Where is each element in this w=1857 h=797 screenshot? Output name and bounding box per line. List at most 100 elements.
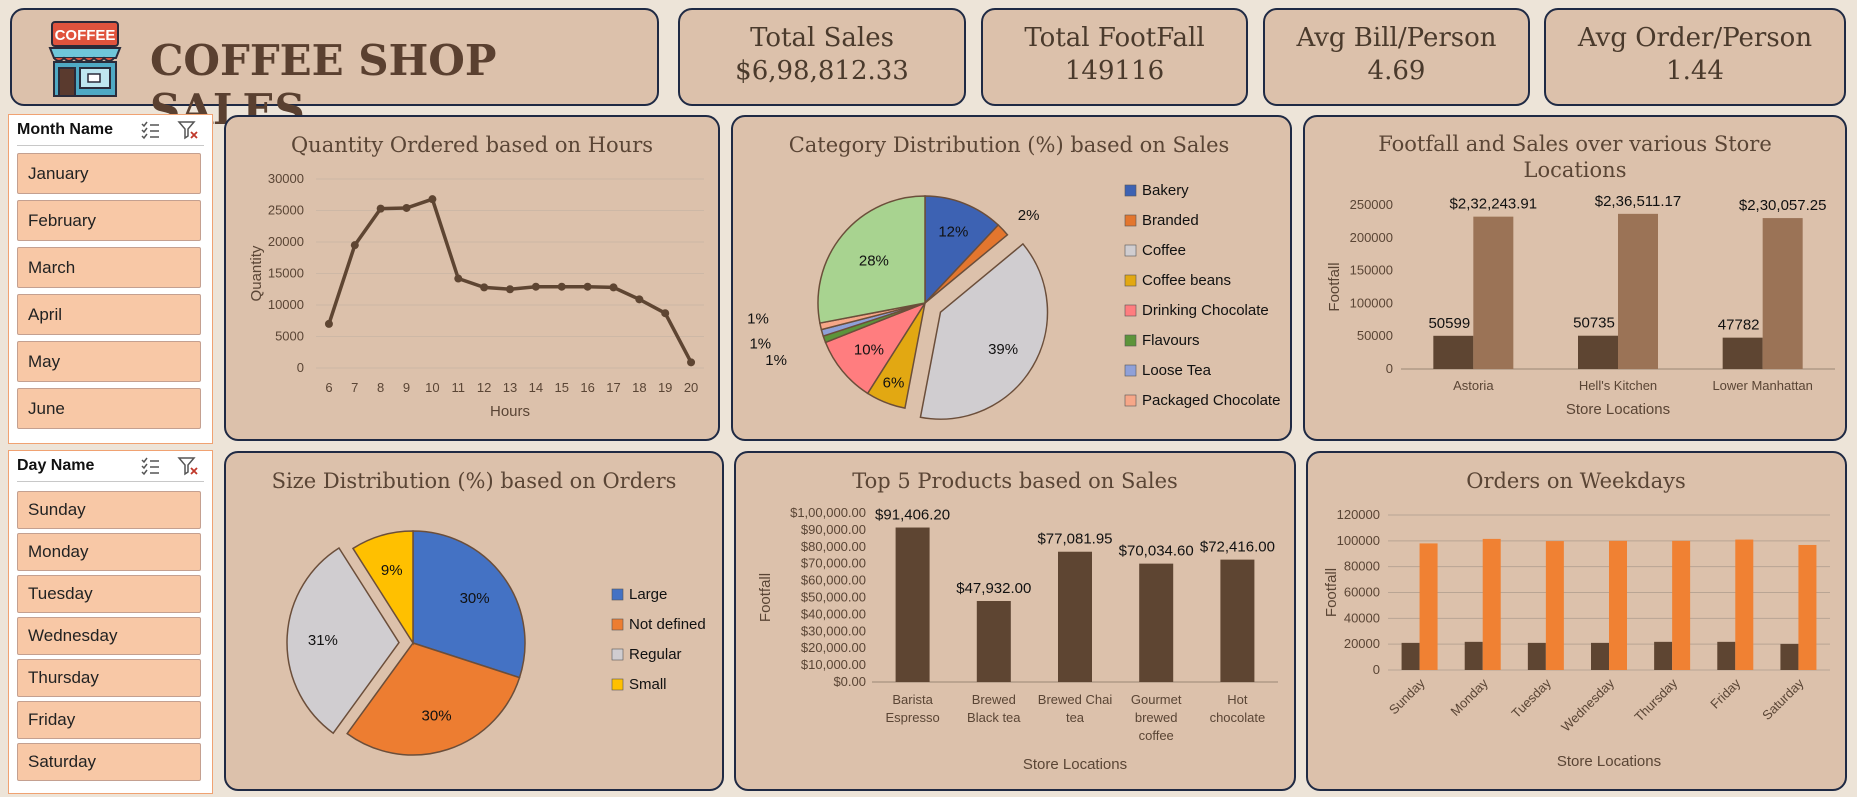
y-tick-label: 80000 — [1344, 559, 1380, 574]
bar — [1058, 551, 1092, 682]
slicer-item-thursday[interactable]: Thursday — [17, 659, 201, 697]
hours-line-chart: Quantity Ordered based on Hours 0 5000 1000… — [248, 133, 704, 420]
chart-title: Top 5 Products based on Sales — [852, 469, 1178, 493]
slicer-item-sunday[interactable]: Sunday — [17, 491, 201, 529]
slicer-item-march[interactable]: March — [17, 247, 201, 288]
slice-label: 1% — [747, 311, 769, 328]
clear-filter-icon[interactable] — [177, 119, 199, 141]
pie-slice — [924, 223, 1009, 304]
y-axis-label: Footfall — [1326, 262, 1343, 311]
y-tick-label: $70,000.00 — [801, 556, 866, 571]
kpi-value: 4.69 — [1367, 56, 1426, 86]
x-tick-label: 20 — [684, 380, 698, 395]
dashboard-title: COFFEE SHOP SALES — [150, 36, 497, 134]
x-tick-label: tea — [1066, 710, 1085, 725]
slicer-item-may[interactable]: May — [17, 341, 201, 382]
bar — [1545, 541, 1564, 670]
slicer-item-tuesday[interactable]: Tuesday — [17, 575, 201, 613]
x-tick-label: Hot — [1227, 692, 1248, 707]
x-tick-label: 14 — [529, 380, 543, 395]
kpi-value: 1.44 — [1666, 56, 1724, 86]
y-tick-label: 40000 — [1344, 610, 1380, 625]
data-label: 47782 — [1718, 317, 1760, 334]
x-tick-label: 8 — [377, 380, 384, 395]
slice-label: 30% — [460, 590, 490, 607]
multi-select-icon[interactable] — [139, 119, 161, 141]
x-tick-label: 11 — [452, 380, 466, 395]
y-tick-label: 100000 — [1337, 533, 1380, 548]
kpi-title: Total Sales — [750, 23, 894, 53]
y-tick-label: $50,000.00 — [801, 590, 866, 605]
kpi-avg-order: Avg Order/Person 1.44 — [1544, 8, 1846, 106]
chart-title: Orders on Weekdays — [1466, 469, 1686, 493]
slicer-item-february[interactable]: February — [17, 200, 201, 241]
slicer-item-saturday[interactable]: Saturday — [17, 743, 201, 781]
multi-select-icon[interactable] — [139, 455, 161, 477]
day-slicer: Day Name Sunday Monday Tuesday Wednesday… — [8, 450, 213, 794]
slicer-divider — [17, 481, 204, 482]
kpi-title: Avg Bill/Person — [1296, 23, 1497, 53]
slicer-item-june[interactable]: June — [17, 388, 201, 429]
pie-slice — [346, 642, 521, 756]
legend-label: Flavours — [1142, 332, 1200, 349]
y-tick-label: $0.00 — [833, 674, 866, 689]
y-tick-label: 120000 — [1337, 507, 1380, 522]
x-tick-label: 16 — [580, 380, 594, 395]
slicer-item-monday[interactable]: Monday — [17, 533, 201, 571]
chart-title: Category Distribution (%) based on Sales — [789, 133, 1230, 157]
legend-swatch — [1124, 394, 1137, 407]
coffee-shop-logo-icon: COFFEE — [48, 21, 122, 97]
clear-filter-icon[interactable] — [177, 455, 199, 477]
x-axis-label: Hours — [490, 403, 530, 420]
y-tick-label: 0 — [297, 360, 304, 375]
y-tick-label: 200000 — [1350, 230, 1393, 245]
pie-slice — [817, 195, 926, 324]
chart-card-category: Category Distribution (%) based on Sales… — [731, 115, 1292, 441]
kpi-title: Avg Order/Person — [1577, 23, 1813, 53]
data-point — [480, 283, 489, 292]
bar — [1798, 544, 1817, 670]
data-label: 50599 — [1428, 315, 1470, 332]
bar — [1609, 540, 1627, 670]
legend-swatch — [1124, 274, 1137, 287]
y-tick-label: 150000 — [1350, 263, 1393, 278]
pie-slice — [351, 530, 414, 646]
slicer-item-friday[interactable]: Friday — [17, 701, 201, 739]
month-slicer-title: Month Name — [17, 121, 113, 138]
slicer-item-wednesday[interactable]: Wednesday — [17, 617, 201, 655]
legend-label: Large — [629, 586, 667, 603]
bar — [1419, 543, 1438, 670]
month-slicer: Month Name January February March April … — [8, 114, 213, 444]
chart-title: Footfall and Sales over various Store — [1378, 132, 1772, 156]
data-label: $2,36,511.17 — [1595, 193, 1681, 210]
x-tick-label: 15 — [554, 380, 568, 395]
slice-label: 10% — [854, 341, 884, 358]
y-axis-label: Quantity — [248, 245, 265, 301]
chart-card-stores: Footfall and Sales over various Store Loc… — [1303, 115, 1847, 441]
chart-title: Size Distribution (%) based on Orders — [272, 469, 677, 493]
pie-slice — [286, 546, 400, 735]
x-tick-label: Monday — [1448, 675, 1492, 719]
bar — [1591, 642, 1609, 670]
slicer-item-january[interactable]: January — [17, 153, 201, 194]
legend-label: Packaged Chocolate — [1142, 392, 1280, 409]
x-tick-label: 19 — [658, 380, 672, 395]
data-point — [557, 282, 566, 291]
slice-label: 1% — [749, 335, 771, 352]
y-tick-label: 250000 — [1350, 197, 1393, 212]
slicer-item-april[interactable]: April — [17, 294, 201, 335]
data-point — [687, 358, 696, 367]
slice-label: 30% — [422, 707, 452, 724]
bar — [1220, 559, 1255, 682]
bar — [1722, 337, 1763, 369]
legend-swatch — [1124, 364, 1137, 377]
y-tick-label: $20,000.00 — [801, 640, 866, 655]
y-tick-label: 100000 — [1350, 295, 1393, 310]
pie-slice — [919, 242, 1049, 420]
x-tick-label: chocolate — [1210, 710, 1266, 725]
bar — [1433, 335, 1474, 369]
y-axis-label: Footfall — [757, 573, 774, 622]
x-tick-label: Wednesday — [1558, 675, 1617, 734]
legend-swatch — [611, 618, 624, 631]
kpi-title: Total FootFall — [1024, 23, 1205, 53]
